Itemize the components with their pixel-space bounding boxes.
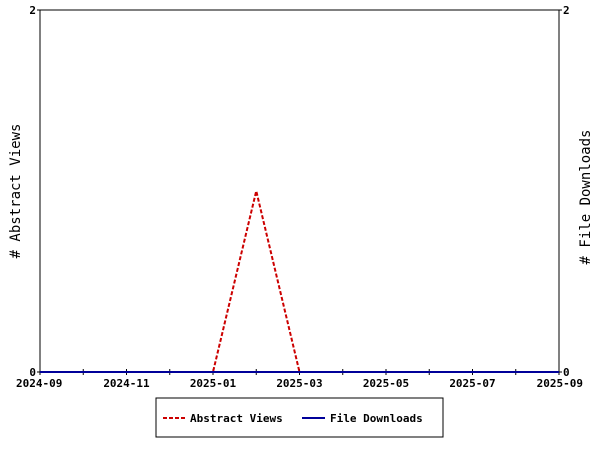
x-tick-label: 2024-09 (16, 377, 62, 390)
x-tick-label: 2025-07 (449, 377, 495, 390)
y-left-tick-label: 2 (29, 4, 36, 17)
y-axis-left-title: # Abstract Views (8, 124, 24, 259)
y-left-tick-label: 0 (29, 366, 36, 379)
plot-frame (39, 9, 560, 373)
y-axis-right-title: # File Downloads (578, 130, 594, 265)
series-layer (40, 190, 559, 373)
y-right-tick-label: 0 (563, 366, 570, 379)
x-tick-label: 2024-11 (103, 377, 150, 390)
y-axes: 0 2 0 2 (29, 4, 569, 379)
x-tick-label: 2025-03 (276, 377, 322, 390)
x-tick-label: 2025-09 (537, 377, 583, 390)
legend-label-file-downloads: File Downloads (330, 412, 423, 425)
legend-label-abstract-views: Abstract Views (190, 412, 283, 425)
x-axis: 2024-09 2024-11 2025-01 2025-03 2025-05 2025-… (16, 369, 583, 390)
y-right-tick-label: 2 (563, 4, 570, 17)
legend-box (155, 397, 444, 438)
legend: Abstract Views File Downloads (155, 397, 444, 438)
x-tick-label: 2025-05 (363, 377, 409, 390)
x-tick-label: 2025-01 (190, 377, 237, 390)
